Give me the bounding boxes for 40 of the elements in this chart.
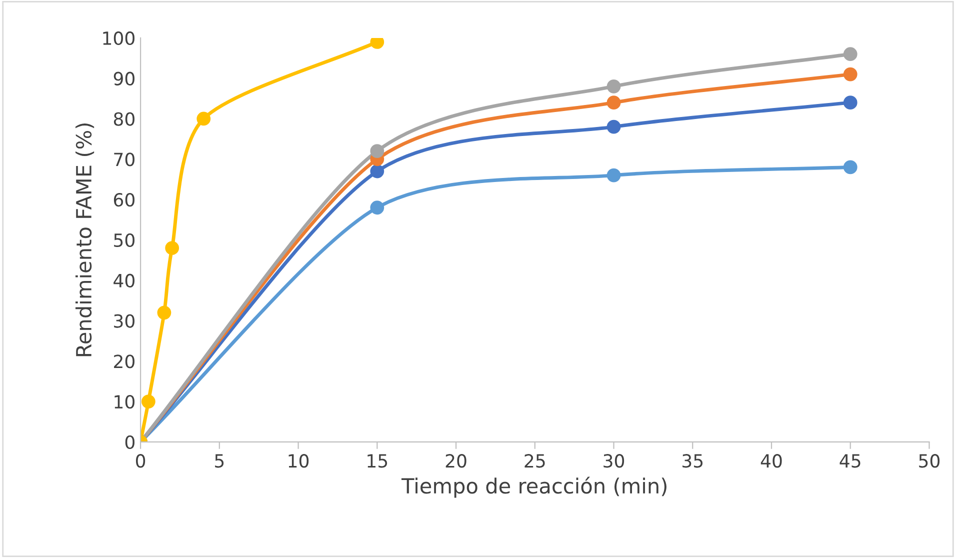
point <box>370 38 384 49</box>
x-tick-label: 25 <box>524 454 545 468</box>
point <box>606 96 621 110</box>
point <box>606 79 621 94</box>
x-tick-label: 0 <box>136 454 146 468</box>
y-axis-title: Rendimiento FAME (%) <box>75 124 94 356</box>
x-tick-label: 35 <box>682 454 703 468</box>
y-tick-label: 20 <box>114 354 134 368</box>
point <box>165 241 180 255</box>
y-tick-label: 70 <box>114 152 134 166</box>
x-tick-label: 40 <box>760 454 782 468</box>
point <box>606 120 621 134</box>
x-tick-label: 20 <box>446 454 466 468</box>
y-tick-label: 40 <box>114 274 134 288</box>
point <box>606 168 621 182</box>
y-tick-label: 100 <box>103 31 134 46</box>
x-tick-label: 5 <box>215 454 224 468</box>
y-tick-label: 10 <box>114 394 134 409</box>
y-tick-label: 50 <box>114 233 134 248</box>
point <box>370 144 384 158</box>
point <box>843 47 858 62</box>
point <box>843 67 858 82</box>
point <box>370 164 384 178</box>
point <box>141 394 156 408</box>
x-tick-label: 15 <box>368 454 388 468</box>
y-tick-label: 60 <box>114 193 134 207</box>
x-axis-title: Tiempo de reacción (min) <box>401 476 666 498</box>
point <box>157 306 172 320</box>
point <box>370 200 384 215</box>
y-tick-label: 90 <box>114 72 134 86</box>
y-tick-label: 80 <box>114 112 134 126</box>
y-tick-label: 30 <box>114 314 134 328</box>
y-tick-label: 0 <box>125 435 134 450</box>
point <box>196 112 211 126</box>
x-tick-label: 30 <box>604 454 624 468</box>
x-tick-label: 45 <box>840 454 860 468</box>
x-tick-label: 50 <box>919 454 940 468</box>
point <box>843 160 858 174</box>
point <box>843 96 858 110</box>
x-tick-label: 10 <box>288 454 309 468</box>
